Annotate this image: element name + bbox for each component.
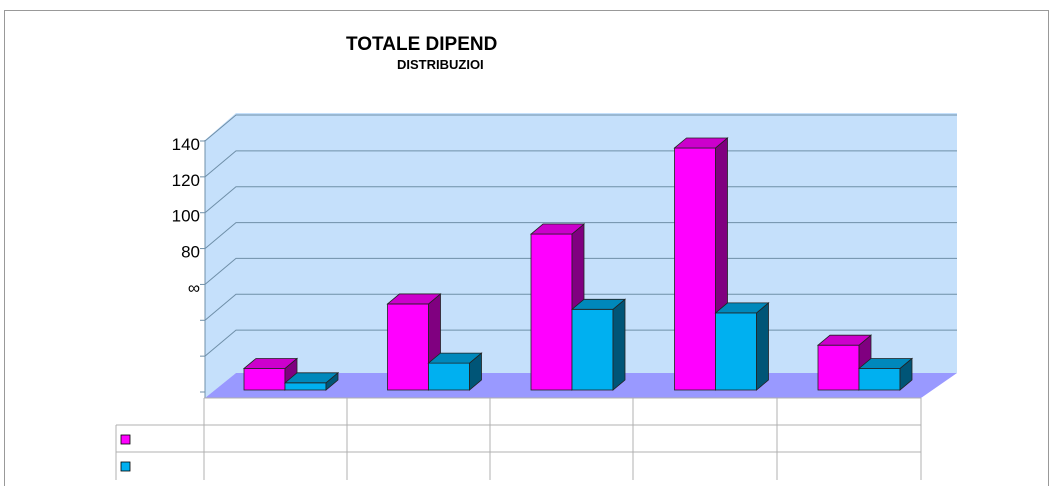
bar-series1-5	[816, 334, 873, 391]
bar-top	[427, 352, 483, 364]
bar-front	[530, 233, 573, 391]
bar-top	[386, 293, 442, 305]
bar-top	[816, 334, 873, 346]
bar-side	[612, 298, 626, 391]
bar-front	[284, 382, 327, 391]
bar-top	[570, 298, 627, 310]
gridline	[204, 114, 957, 142]
bar-series2-4	[714, 302, 770, 391]
bar-series2-3	[570, 298, 627, 391]
bar-front	[428, 362, 470, 391]
bar-front	[674, 147, 716, 391]
y-tick-label: 120	[172, 171, 200, 190]
bar-front	[387, 303, 429, 391]
y-tick-label: 100	[172, 207, 200, 226]
bar-top	[242, 358, 299, 369]
legend-key-series1	[120, 434, 131, 445]
bar-series2-5	[857, 357, 914, 391]
legend-key-series2	[120, 461, 131, 472]
chart-subtitle: DISTRIBUZIOI	[397, 57, 484, 72]
bar-front	[571, 308, 614, 391]
bar-top	[283, 372, 340, 384]
y-tick-label: ∞	[188, 278, 200, 297]
y-tick-label: 140	[172, 135, 200, 154]
bar-top	[673, 137, 729, 149]
bar-top	[857, 358, 914, 369]
y-tick-label: 80	[181, 243, 200, 262]
chart-title: TOTALE DIPEND	[346, 34, 498, 55]
bar-front	[817, 344, 860, 391]
bar-front	[243, 368, 286, 391]
bar-front	[715, 312, 757, 391]
bar-series2-1	[283, 371, 340, 391]
bar-top	[714, 302, 770, 314]
bar-side	[756, 302, 769, 391]
bar-top	[529, 223, 586, 235]
bar-series2-2	[427, 352, 483, 391]
bar-front	[858, 368, 901, 391]
